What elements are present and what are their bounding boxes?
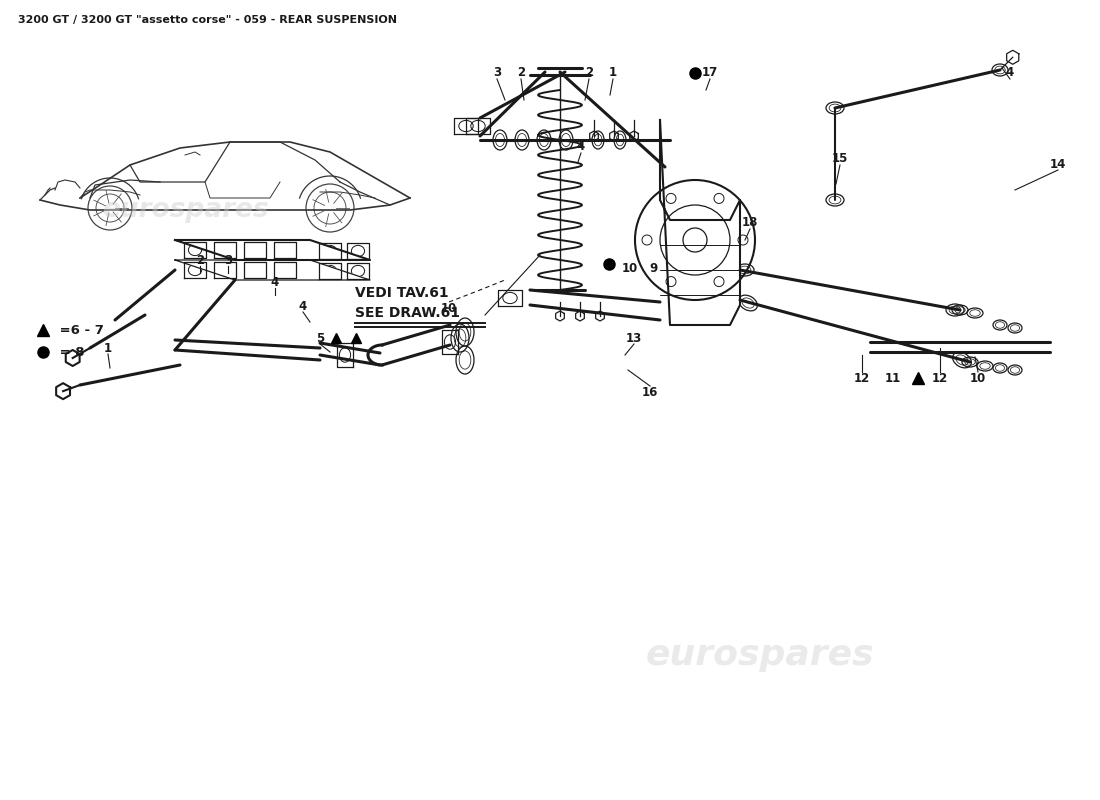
- Text: 4: 4: [1005, 66, 1014, 79]
- Text: =6 - 7: =6 - 7: [55, 323, 103, 337]
- Polygon shape: [175, 240, 370, 260]
- Text: 4: 4: [576, 141, 585, 154]
- Text: eurospares: eurospares: [646, 638, 874, 672]
- Text: 14: 14: [1049, 158, 1066, 170]
- Text: 3: 3: [493, 66, 502, 79]
- Text: 13: 13: [626, 331, 642, 345]
- Text: 1: 1: [609, 66, 617, 79]
- Text: 3: 3: [224, 254, 232, 266]
- Text: 12: 12: [932, 371, 948, 385]
- Polygon shape: [175, 260, 370, 280]
- Text: VEDI TAV.61: VEDI TAV.61: [355, 286, 449, 300]
- Text: 9: 9: [650, 262, 658, 275]
- Text: 10: 10: [970, 371, 986, 385]
- Text: 10: 10: [621, 262, 638, 275]
- Text: eurospares: eurospares: [101, 197, 268, 223]
- Text: 4: 4: [299, 299, 307, 313]
- Text: SEE DRAW.61: SEE DRAW.61: [355, 306, 460, 320]
- Text: 18: 18: [741, 217, 758, 230]
- Text: 3200 GT / 3200 GT "assetto corse" - 059 - REAR SUSPENSION: 3200 GT / 3200 GT "assetto corse" - 059 …: [18, 15, 397, 25]
- Text: 5: 5: [316, 331, 324, 345]
- Text: 16: 16: [641, 386, 658, 398]
- Text: 11: 11: [884, 371, 901, 385]
- Text: 17: 17: [702, 66, 718, 79]
- Polygon shape: [660, 120, 740, 325]
- Text: 1: 1: [103, 342, 112, 354]
- Text: = 8: = 8: [55, 346, 85, 358]
- Text: 12: 12: [854, 371, 870, 385]
- Text: 4: 4: [271, 275, 279, 289]
- Text: 2: 2: [196, 254, 205, 266]
- Text: 2: 2: [585, 66, 593, 79]
- Text: 10: 10: [441, 302, 458, 314]
- Text: 2: 2: [517, 66, 525, 79]
- Text: 15: 15: [832, 153, 848, 166]
